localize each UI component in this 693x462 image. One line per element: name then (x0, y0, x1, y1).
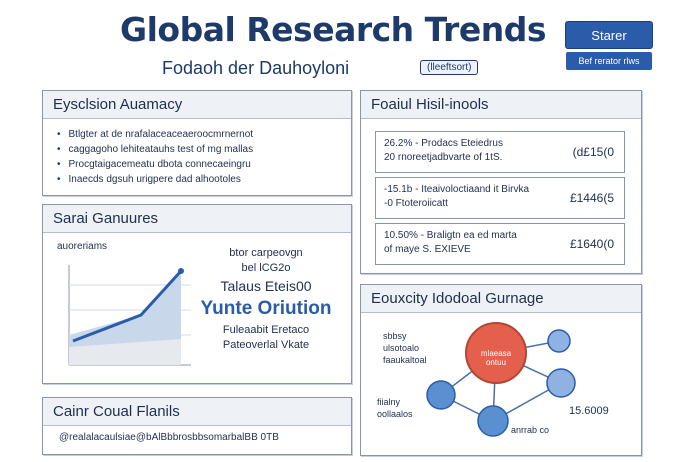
metric-line: Pateoverlal Vkate (222, 339, 310, 351)
footer-text: @realalacaulsiae@bAlBbbrosbbsomarbalBB 0… (59, 432, 279, 443)
highlight-line: -15.1b - Iteaivoloctiaand it Birvka (384, 184, 530, 195)
summary-bullet: caggagoho lehiteatauhs test of mg mallas (57, 142, 254, 157)
subtitle-badge[interactable]: (lleeftsort) (420, 60, 479, 75)
node-label: sbbsy (383, 331, 407, 341)
start-button[interactable]: Starer (566, 22, 652, 48)
node-label: ulsotoalo (383, 343, 420, 353)
metric-line: Fuleaabit Eretaco (222, 324, 310, 336)
node-label: oollaalos (377, 409, 413, 419)
highlight-card[interactable]: -15.1b - Iteaivoloctiaand it Birvka -0 F… (375, 177, 625, 219)
summary-bullet: Btlgter at de nrafalaceaceaeroocmrnernot (57, 127, 254, 142)
network-diagram (426, 322, 576, 437)
node-label: anrrab co (511, 425, 550, 435)
node-label: fiialny (377, 397, 401, 407)
summary-bullet: Procgtaigacemeatu dbota connecaeingru (57, 157, 253, 172)
executive-summary-panel: Eysclsion Auamacy Btlgter at de nrafalac… (42, 90, 352, 196)
network-node (426, 380, 456, 410)
collaboration-heading: Eouxcity Idodoal Gurnage (361, 285, 641, 313)
hub-node (465, 322, 527, 384)
highlight-line: 20 rnoreetjadbvarte of 1tS. (384, 152, 503, 163)
metric-line: bel lCG2o (241, 262, 291, 274)
chart-label: auoreriams (57, 241, 108, 252)
metric-line: Talaus Eteis00 (220, 278, 312, 294)
collaboration-panel: Eouxcity Idodoal Gurnage mlaeasa ontuu s… (360, 284, 642, 456)
chart-trend-line (72, 269, 183, 343)
highlight-line: of maye S. EXIEVE (384, 244, 471, 255)
highlight-line: -0 Ftoteroiicatt (384, 198, 448, 209)
footer-panel: Cainr Coual Flanils @realalacaulsiae@bAl… (42, 397, 352, 455)
page-subtitle: Fodaoh der Dauhoyloni (162, 58, 350, 78)
highlight-line: 10.50% - Braligtn ea ed marta (384, 230, 517, 241)
trends-heading: Sarai Ganuures (43, 205, 351, 233)
highlight-line: 26.2% - Prodacs Eteiedrus (384, 138, 503, 149)
highlight-value: £1640(0 (569, 237, 614, 251)
metric-line: btor carpeovgn (229, 247, 303, 259)
summary-bullet: Inaecds dgsuh urigpere dad alhootoles (57, 172, 253, 187)
highlight-value: £1446(5 (569, 191, 614, 205)
network-node (477, 405, 509, 437)
node-label: faaukaltoal (383, 355, 427, 365)
hub-label: mlaeasa ontuu (480, 349, 512, 367)
node-value: 15.6009 (569, 405, 609, 417)
highlight-card[interactable]: 10.50% - Braligtn ea ed marta of maye S.… (375, 223, 625, 265)
executive-summary-heading: Eysclsion Auamacy (43, 91, 351, 119)
trends-panel: Sarai Ganuures auoreriams btor carpeovgn… (42, 204, 352, 384)
highlight-value: (d£15(0 (572, 145, 614, 159)
summary-bullet-list: Btlgter at de nrafalaceaceaeroocmrnernot… (57, 127, 254, 187)
highlight-card[interactable]: 26.2% - Prodacs Eteiedrus 20 rnoreetjadb… (375, 131, 625, 173)
key-highlights-heading: Foaiul Hisil-inools (361, 91, 641, 119)
network-node (546, 368, 576, 398)
network-node (547, 329, 571, 353)
metric-headline: Yunte Oriution (200, 298, 332, 319)
footer-heading: Cainr Coual Flanils (43, 398, 351, 426)
chart-endpoint (178, 268, 184, 274)
growth-chart (68, 265, 191, 366)
key-highlights-panel: Foaiul Hisil-inools 26.2% - Prodacs Etei… (360, 90, 642, 274)
secondary-button[interactable]: Bef rerator rlws (566, 52, 652, 70)
page-title: Global Research Trends (120, 10, 546, 49)
chart-area-base (69, 339, 181, 365)
trend-metrics: btor carpeovgn bel lCG2o Talaus Eteis00 … (191, 247, 341, 351)
